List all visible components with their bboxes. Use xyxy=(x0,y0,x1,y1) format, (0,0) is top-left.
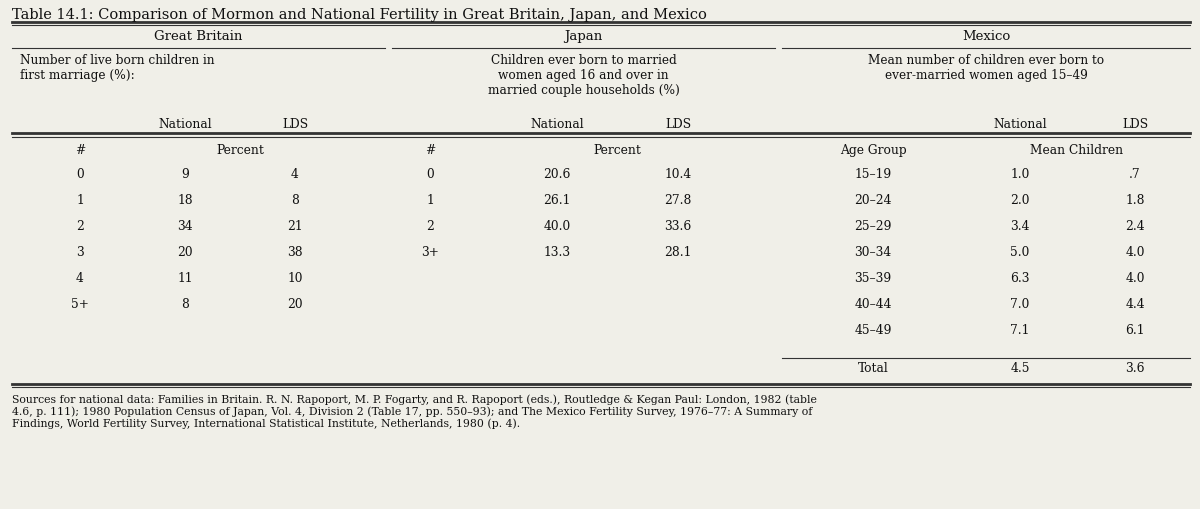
Text: 5+: 5+ xyxy=(71,298,89,311)
Text: 20: 20 xyxy=(178,246,193,259)
Text: 27.8: 27.8 xyxy=(665,194,691,207)
Text: 35–39: 35–39 xyxy=(854,272,892,285)
Text: Sources for national data: Families in Britain. R. N. Rapoport, M. P. Fogarty, a: Sources for national data: Families in B… xyxy=(12,394,817,429)
Text: Mean number of children ever born to
ever-married women aged 15–49: Mean number of children ever born to eve… xyxy=(868,54,1104,82)
Text: 9: 9 xyxy=(181,168,188,181)
Text: 10.4: 10.4 xyxy=(665,168,691,181)
Text: 10: 10 xyxy=(287,272,302,285)
Text: 45–49: 45–49 xyxy=(854,324,892,337)
Text: Age Group: Age Group xyxy=(840,144,906,157)
Text: 33.6: 33.6 xyxy=(665,220,691,233)
Text: National: National xyxy=(158,118,212,131)
Text: 7.1: 7.1 xyxy=(1010,324,1030,337)
Text: #: # xyxy=(425,144,436,157)
Text: 2: 2 xyxy=(76,220,84,233)
Text: LDS: LDS xyxy=(1122,118,1148,131)
Text: 8: 8 xyxy=(181,298,188,311)
Text: 4: 4 xyxy=(76,272,84,285)
Text: 20–24: 20–24 xyxy=(854,194,892,207)
Text: 3.4: 3.4 xyxy=(1010,220,1030,233)
Text: 4: 4 xyxy=(292,168,299,181)
Text: Japan: Japan xyxy=(564,30,602,43)
Text: 25–29: 25–29 xyxy=(854,220,892,233)
Text: 40–44: 40–44 xyxy=(854,298,892,311)
Text: LDS: LDS xyxy=(282,118,308,131)
Text: 28.1: 28.1 xyxy=(665,246,691,259)
Text: 4.5: 4.5 xyxy=(1010,362,1030,375)
Text: 20: 20 xyxy=(287,298,302,311)
Text: 2.4: 2.4 xyxy=(1126,220,1145,233)
Text: .7: .7 xyxy=(1129,168,1141,181)
Text: 26.1: 26.1 xyxy=(544,194,571,207)
Text: 5.0: 5.0 xyxy=(1010,246,1030,259)
Text: 7.0: 7.0 xyxy=(1010,298,1030,311)
Text: Mean Children: Mean Children xyxy=(1031,144,1123,157)
Text: Percent: Percent xyxy=(216,144,264,157)
Text: 3+: 3+ xyxy=(421,246,439,259)
Text: LDS: LDS xyxy=(665,118,691,131)
Text: 34: 34 xyxy=(178,220,193,233)
Text: 3.6: 3.6 xyxy=(1126,362,1145,375)
Text: 0: 0 xyxy=(76,168,84,181)
Text: 21: 21 xyxy=(287,220,302,233)
Text: #: # xyxy=(74,144,85,157)
Text: 6.3: 6.3 xyxy=(1010,272,1030,285)
Text: National: National xyxy=(994,118,1046,131)
Text: Mexico: Mexico xyxy=(962,30,1010,43)
Text: Total: Total xyxy=(858,362,888,375)
Text: 0: 0 xyxy=(426,168,434,181)
Text: 8: 8 xyxy=(292,194,299,207)
Text: 18: 18 xyxy=(178,194,193,207)
Text: Percent: Percent xyxy=(593,144,641,157)
Text: 2.0: 2.0 xyxy=(1010,194,1030,207)
Text: 6.1: 6.1 xyxy=(1126,324,1145,337)
Text: 15–19: 15–19 xyxy=(854,168,892,181)
Text: 2: 2 xyxy=(426,220,434,233)
Text: 4.0: 4.0 xyxy=(1126,246,1145,259)
Text: 11: 11 xyxy=(178,272,193,285)
Text: 3: 3 xyxy=(76,246,84,259)
Text: Children ever born to married
women aged 16 and over in
married couple household: Children ever born to married women aged… xyxy=(487,54,679,97)
Text: 4.0: 4.0 xyxy=(1126,272,1145,285)
Text: Great Britain: Great Britain xyxy=(155,30,242,43)
Text: 4.4: 4.4 xyxy=(1126,298,1145,311)
Text: National: National xyxy=(530,118,584,131)
Text: 40.0: 40.0 xyxy=(544,220,571,233)
Text: 20.6: 20.6 xyxy=(544,168,571,181)
Text: 13.3: 13.3 xyxy=(544,246,570,259)
Text: 1.0: 1.0 xyxy=(1010,168,1030,181)
Text: Table 14.1: Comparison of Mormon and National Fertility in Great Britain, Japan,: Table 14.1: Comparison of Mormon and Nat… xyxy=(12,8,707,22)
Text: 1.8: 1.8 xyxy=(1126,194,1145,207)
Text: 1: 1 xyxy=(76,194,84,207)
Text: 1: 1 xyxy=(426,194,434,207)
Text: 38: 38 xyxy=(287,246,302,259)
Text: Number of live born children in
first marriage (%):: Number of live born children in first ma… xyxy=(20,54,215,82)
Text: 30–34: 30–34 xyxy=(854,246,892,259)
